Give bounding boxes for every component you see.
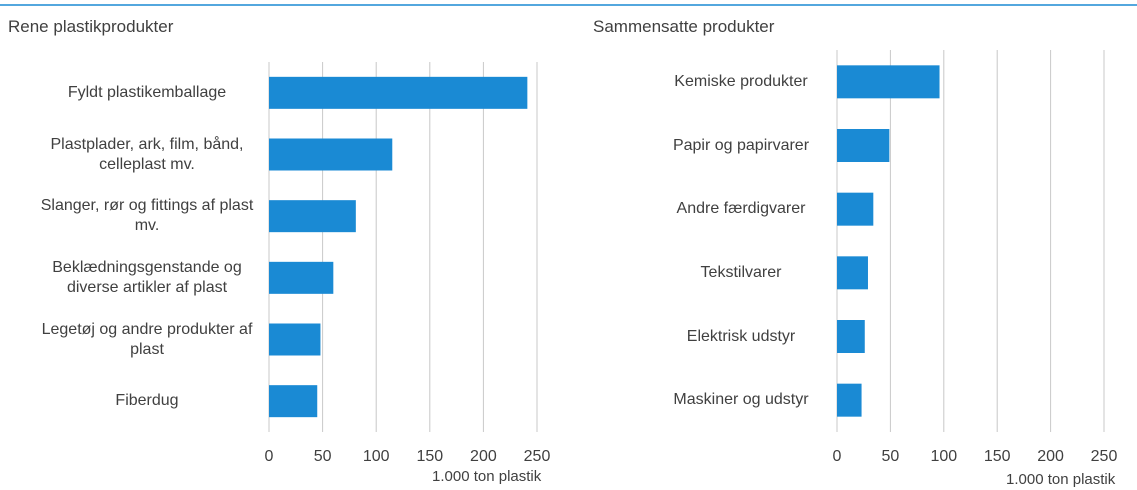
category-label: Tekstilvarer: [700, 263, 782, 281]
bar: [837, 65, 940, 99]
category-label: Plastplader, ark, film, bånd, celleplast…: [50, 135, 244, 173]
bar: [837, 256, 868, 290]
x-tick-label: 100: [930, 448, 958, 465]
bar: [837, 192, 874, 226]
category-label: Kemiske produkter: [674, 72, 808, 90]
bar: [269, 261, 334, 294]
x-axis-label: 1.000 ton plastik: [432, 468, 542, 485]
category-label: Maskiner og udstyr: [673, 391, 809, 409]
x-tick-label: 50: [881, 448, 900, 465]
x-tick-label: 50: [313, 448, 332, 465]
category-label: Fyldt plastikemballage: [67, 83, 227, 101]
category-label: Slanger, rør og fittings af plast mv.: [40, 197, 254, 235]
bar: [837, 383, 862, 417]
category-label: Papir og papirvarer: [672, 136, 810, 154]
x-tick-label: 250: [1090, 448, 1118, 465]
bar: [837, 129, 890, 162]
x-axis-label: 1.000 ton plastik: [1006, 471, 1116, 488]
x-tick-label: 0: [264, 448, 274, 465]
bar: [269, 200, 356, 233]
chart-title: Sammensatte produkter: [593, 17, 775, 36]
category-label: Elektrisk udstyr: [686, 327, 796, 345]
x-tick-label: 100: [362, 448, 390, 465]
x-tick-label: 150: [416, 448, 444, 465]
x-tick-label: 200: [470, 448, 497, 465]
x-tick-label: 250: [523, 448, 551, 465]
bar: [269, 323, 321, 356]
category-label: Beklædningsgenstande og diverse artikler…: [52, 258, 242, 296]
category-label: Fiberdug: [115, 392, 179, 410]
bar: [269, 76, 528, 109]
x-tick-label: 0: [832, 448, 842, 465]
x-tick-label: 150: [983, 448, 1011, 465]
bar: [837, 320, 865, 353]
x-tick-label: 200: [1037, 448, 1064, 465]
category-label: Legetøj og andre produkter af plast: [41, 320, 253, 358]
chart-title: Rene plastikprodukter: [8, 17, 174, 36]
category-label: Andre færdigvarer: [676, 200, 806, 218]
bar: [269, 138, 393, 171]
bar: [269, 385, 318, 418]
